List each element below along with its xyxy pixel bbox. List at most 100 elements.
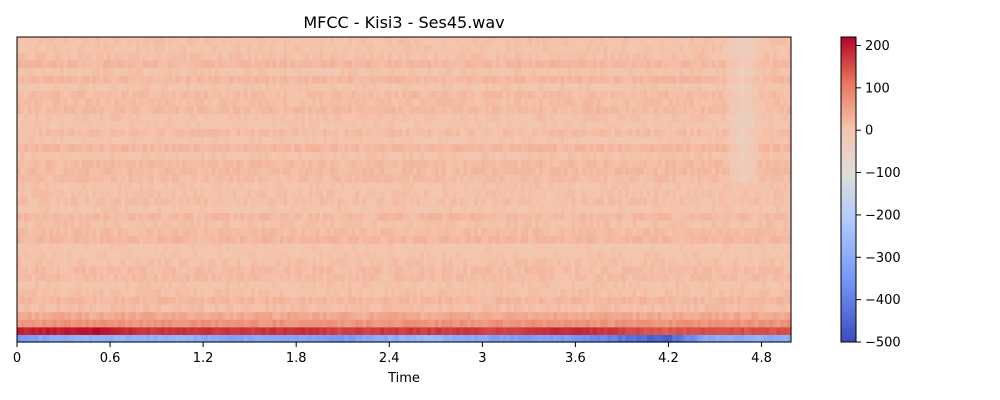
heatmap-cell — [63, 235, 68, 244]
heatmap-cell — [269, 227, 274, 236]
heatmap-cell — [85, 212, 90, 221]
heatmap-cell — [438, 204, 443, 213]
heatmap-cell — [121, 166, 126, 175]
heatmap-cell — [17, 326, 22, 335]
heatmap-cell — [722, 189, 727, 198]
heatmap-cell — [510, 258, 515, 267]
heatmap-cell — [323, 181, 328, 191]
heatmap-cell — [654, 181, 659, 191]
heatmap-cell — [337, 319, 342, 328]
heatmap-cell — [780, 197, 785, 206]
heatmap-cell — [661, 181, 666, 191]
heatmap-cell — [531, 265, 536, 274]
heatmap-cell — [611, 273, 616, 282]
heatmap-cell — [143, 334, 148, 343]
heatmap-cell — [279, 181, 284, 191]
heatmap-cell — [488, 212, 493, 221]
heatmap-cell — [132, 258, 137, 267]
heatmap-cell — [99, 227, 104, 236]
heatmap-cell — [53, 250, 58, 259]
heatmap-cell — [38, 319, 43, 328]
heatmap-cell — [333, 181, 338, 191]
heatmap-cell — [672, 212, 677, 221]
heatmap-cell — [290, 242, 295, 252]
heatmap-cell — [326, 334, 331, 343]
heatmap-cell — [261, 296, 266, 305]
heatmap-cell — [582, 265, 587, 274]
heatmap-cell — [603, 174, 608, 183]
heatmap-cell — [60, 220, 65, 229]
heatmap-cell — [711, 334, 716, 343]
heatmap-cell — [229, 258, 234, 267]
heatmap-cell — [657, 334, 662, 343]
heatmap-cell — [38, 189, 43, 198]
heatmap-cell — [654, 220, 659, 229]
heatmap-cell — [362, 235, 367, 244]
heatmap-cell — [575, 303, 580, 313]
heatmap-cell — [283, 212, 288, 221]
heatmap-cell — [204, 319, 209, 328]
heatmap-cell — [164, 242, 169, 252]
heatmap-cell — [35, 265, 40, 274]
heatmap-cell — [474, 220, 479, 229]
heatmap-cell — [384, 166, 389, 175]
heatmap-cell — [312, 212, 317, 221]
heatmap-cell — [125, 189, 130, 198]
heatmap-cell — [128, 204, 133, 213]
heatmap-cell — [236, 220, 241, 229]
heatmap-cell — [211, 326, 216, 335]
heatmap-cell — [690, 296, 695, 305]
heatmap-cell — [524, 258, 529, 267]
heatmap-cell — [510, 265, 515, 274]
heatmap-cell — [157, 319, 162, 328]
heatmap-cell — [459, 242, 464, 252]
heatmap-cell — [758, 197, 763, 206]
heatmap-cell — [503, 174, 508, 183]
heatmap-cell — [290, 326, 295, 335]
heatmap-cell — [740, 227, 745, 236]
heatmap-cell — [657, 174, 662, 183]
heatmap-cell — [294, 250, 299, 259]
heatmap-cell — [585, 265, 590, 274]
heatmap-cell — [521, 220, 526, 229]
heatmap-cell — [85, 197, 90, 206]
heatmap-cell — [276, 311, 281, 320]
heatmap-cell — [319, 296, 324, 305]
heatmap-cell — [675, 227, 680, 236]
heatmap-cell — [17, 220, 22, 229]
heatmap-cell — [517, 288, 522, 297]
heatmap-cell — [661, 235, 666, 244]
heatmap-cell — [679, 227, 684, 236]
heatmap-cell — [780, 296, 785, 305]
heatmap-cell — [611, 250, 616, 259]
heatmap-cell — [67, 258, 72, 267]
heatmap-cell — [27, 197, 32, 206]
heatmap-cell — [557, 174, 562, 183]
heatmap-cell — [539, 296, 544, 305]
heatmap-cell — [708, 220, 713, 229]
heatmap-cell — [53, 326, 58, 335]
heatmap-cell — [413, 265, 418, 274]
heatmap-cell — [24, 303, 29, 313]
heatmap-cell — [560, 250, 565, 259]
heatmap-cell — [402, 273, 407, 282]
heatmap-cell — [297, 296, 302, 305]
heatmap-cell — [71, 326, 76, 335]
heatmap-cell — [690, 235, 695, 244]
heatmap-cell — [258, 197, 263, 206]
heatmap-cell — [391, 265, 396, 274]
heatmap-cell — [186, 174, 191, 183]
heatmap-cell — [387, 258, 392, 267]
heatmap-cell — [531, 296, 536, 305]
heatmap-cell — [261, 227, 266, 236]
heatmap-cell — [431, 166, 436, 175]
heatmap-cell — [337, 326, 342, 335]
heatmap-cell — [384, 250, 389, 259]
heatmap-cell — [776, 319, 781, 328]
heatmap-cell — [103, 250, 108, 259]
heatmap-cell — [60, 319, 65, 328]
heatmap-cell — [611, 242, 616, 252]
heatmap-cell — [477, 197, 482, 206]
heatmap-cell — [27, 258, 32, 267]
heatmap-cell — [596, 242, 601, 252]
